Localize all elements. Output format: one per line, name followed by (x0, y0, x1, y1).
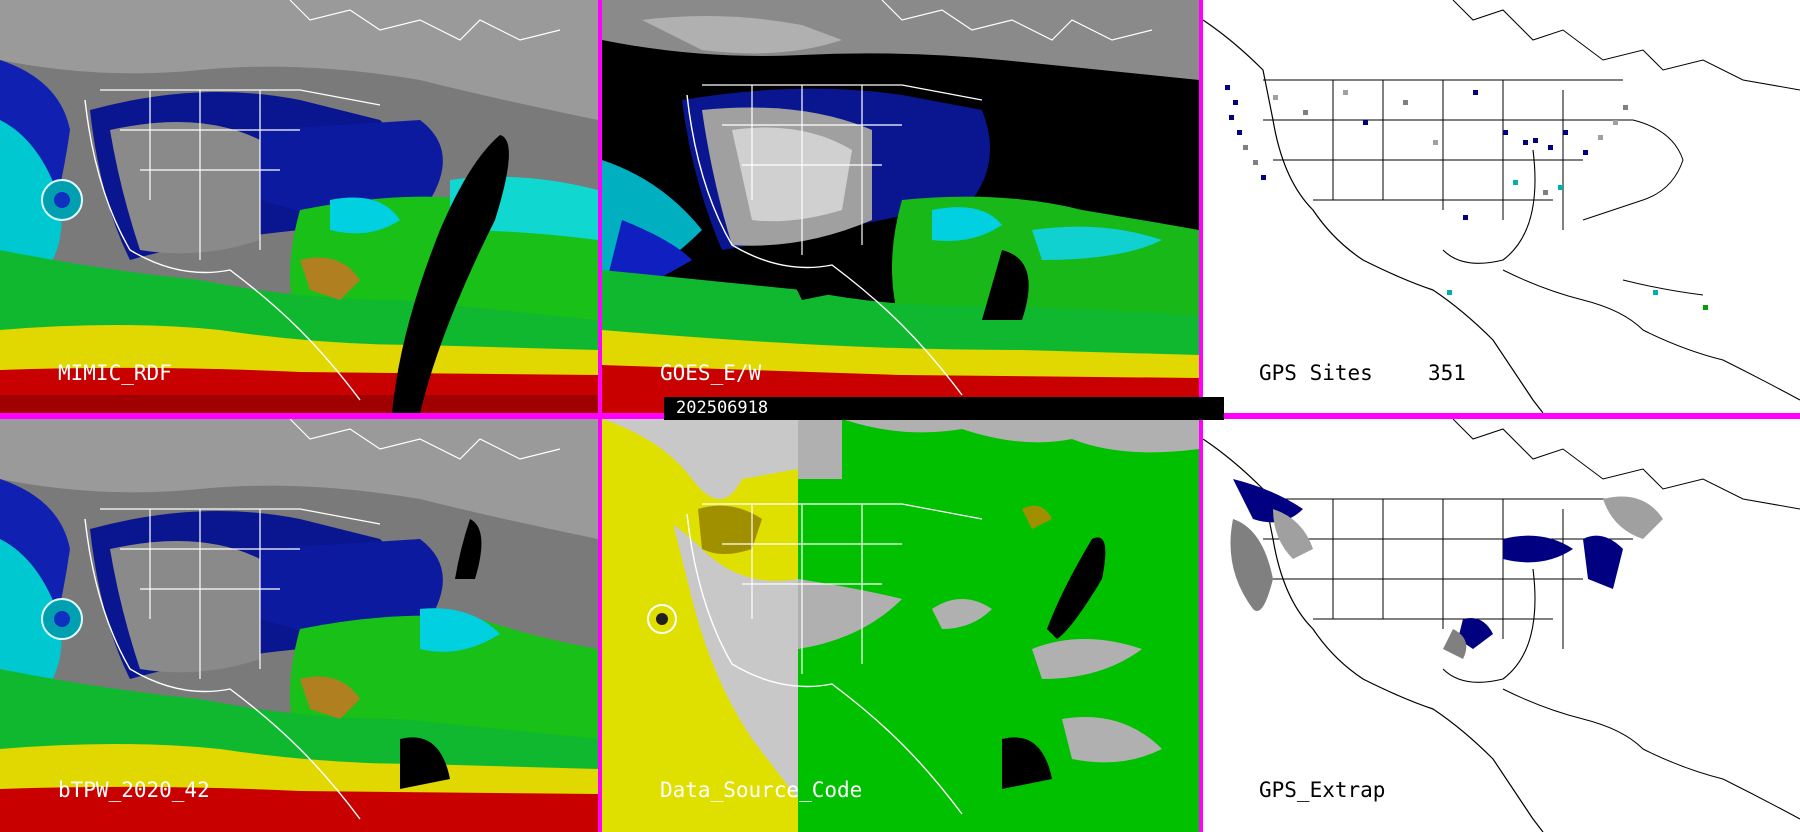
mimic-rdf-map (0, 0, 598, 413)
gps-extrap-label: GPS_Extrap (1259, 778, 1386, 802)
goes-ew-map (602, 0, 1199, 413)
panel-data-source: Data_Source_Code (602, 419, 1199, 832)
gps-sites-count: 351 (1428, 361, 1466, 385)
btpw-label: bTPW_2020_42 (58, 778, 210, 802)
mimic-rdf-label: MIMIC_RDF (58, 361, 172, 385)
panel-gps-sites: GPS Sites 351 (1203, 0, 1800, 413)
gps-sites-label: GPS Sites (1259, 361, 1373, 385)
gps-sites-map (1203, 0, 1800, 413)
gps-extrap-map (1203, 419, 1800, 832)
gps-site-markers (1225, 85, 1708, 310)
timestamp-label: 202506918 (676, 398, 769, 418)
panel-btpw: bTPW_2020_42 (0, 419, 598, 832)
btpw-map (0, 419, 598, 832)
goes-ew-label: GOES_E/W (660, 361, 762, 385)
panel-mimic-rdf: MIMIC_RDF (0, 0, 598, 413)
timestamp-bar (664, 397, 1224, 420)
panel-goes-ew: GOES_E/W (602, 0, 1199, 413)
panel-gps-extrap: GPS_Extrap (1203, 419, 1800, 832)
data-source-map (602, 419, 1199, 832)
data-source-label: Data_Source_Code (660, 778, 863, 802)
